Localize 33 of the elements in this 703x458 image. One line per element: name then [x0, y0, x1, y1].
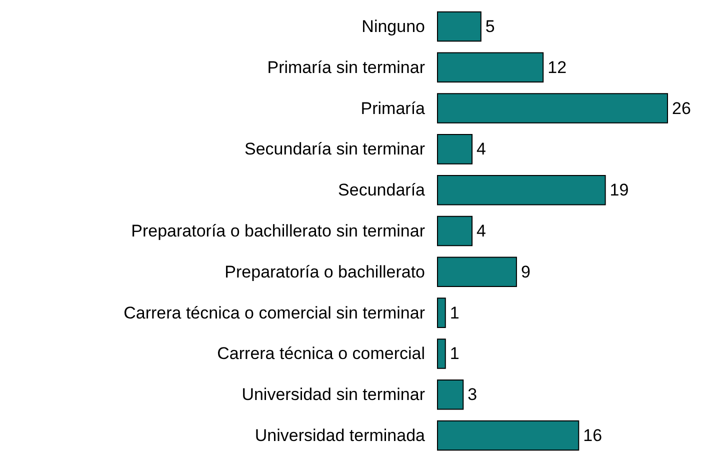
data-label: 26: [672, 98, 691, 118]
bar: [437, 11, 482, 42]
data-label: 12: [548, 58, 567, 77]
y-tick-label: Preparatoría o bachillerato: [224, 262, 425, 282]
y-tick-label: Secundaría: [338, 180, 426, 200]
y-tick-label: Carrera técnica o comercial: [217, 344, 425, 364]
data-label: 19: [610, 180, 629, 200]
data-label: 5: [485, 16, 495, 36]
bar: [437, 256, 517, 288]
y-tick-label: Universidad terminada: [254, 426, 426, 446]
bar: [437, 52, 544, 82]
data-label: 3: [468, 385, 478, 404]
bar: [437, 134, 473, 164]
y-tick-label: Carrera técnica o comercial sin terminar: [124, 303, 426, 322]
data-label: 1: [450, 344, 460, 364]
bar: [437, 93, 668, 124]
y-tick-label: Secundaría sin terminar: [244, 140, 426, 159]
y-tick-label: Ninguno: [362, 16, 425, 36]
data-label: 4: [476, 140, 486, 159]
y-tick-label: Primaría sin terminar: [267, 58, 426, 77]
bar: [437, 174, 606, 206]
bar: [437, 380, 464, 410]
y-tick-label: Preparatoría o bachillerato sin terminar: [131, 222, 426, 240]
bar: [437, 298, 446, 328]
y-tick-label: Primaría: [360, 98, 426, 118]
data-label: 1: [450, 303, 460, 322]
data-label: 4: [476, 222, 486, 240]
bar: [437, 338, 446, 369]
y-tick-label: Universidad sin terminar: [242, 385, 426, 404]
bar: [437, 420, 580, 451]
data-label: 16: [583, 426, 602, 446]
bar: [437, 216, 473, 246]
data-label: 9: [520, 262, 530, 282]
